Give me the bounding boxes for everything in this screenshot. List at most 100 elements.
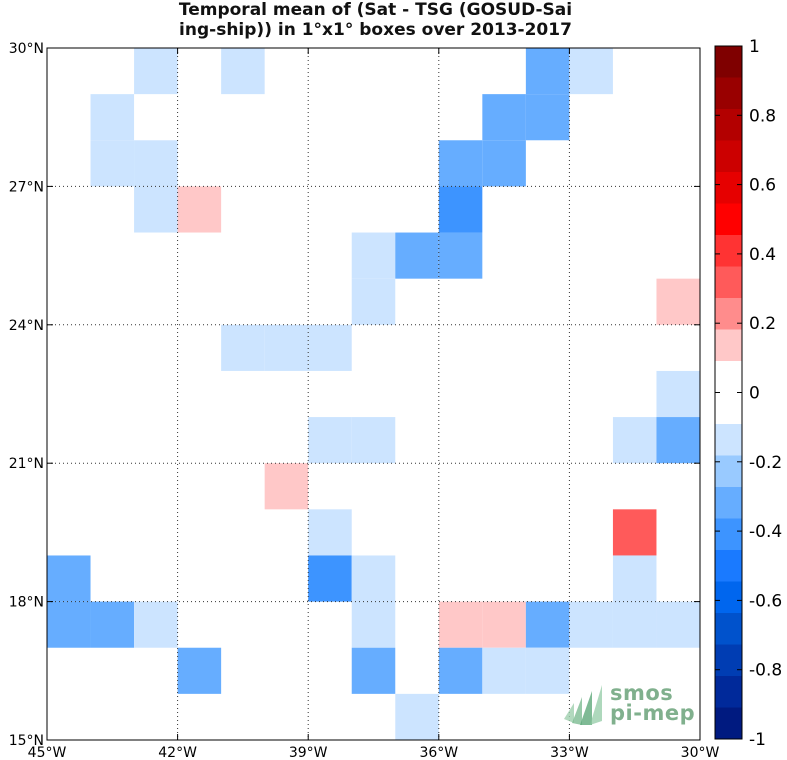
heatmap-cell [47,601,91,648]
heatmap-cell [482,601,526,648]
heatmap-cell [134,48,178,95]
heatmap-cell [395,232,439,279]
heatmap-cell [308,324,352,371]
logo-text-smos: smos [610,681,674,705]
colorbar-bin [715,518,742,551]
y-axis: 15°N 18°N 21°N 24°N 27°N 30°N [9,41,700,749]
heatmap-cell [525,48,570,95]
colorbar-bin [715,644,742,677]
heatmap-cell [656,370,700,418]
colorbar-bin [715,266,742,299]
heatmap-cell [569,48,613,95]
colorbar-bin [715,707,742,740]
x-tick-label: 39°W [289,745,328,760]
heatmap-cell [90,140,135,187]
colorbar-bin [715,140,742,173]
heatmap-cell [264,463,309,510]
heatmap-cell [656,278,700,325]
heatmap-cell [177,647,222,694]
y-tick-label: 18°N [9,595,44,611]
heatmap-cell [177,186,222,233]
colorbar-bin [715,203,742,236]
x-tick-label: 33°W [550,745,589,760]
y-tick-label: 15°N [9,733,44,749]
chart-title-line-2: ing-ship)) in 1°x1° boxes over 2013-2017 [179,20,572,40]
heatmap-cell [134,140,178,187]
colorbar-bin [715,581,742,614]
logo-text-pi-mep: pi-mep [610,701,696,725]
heatmap-cell [525,94,570,141]
heatmap-cell [351,278,396,325]
colorbar-bin [715,172,742,204]
colorbar-bin [715,329,742,362]
colorbar: 1 0.8 0.6 0.4 0.2 0 -0.2 -0.4 -0.6 -0.8 -1 [714,37,782,750]
colorbar-tick-label: -0.8 [749,661,782,681]
heatmap-cell [90,601,135,648]
colorbar-bin [715,392,742,425]
heatmap-cell [134,601,178,648]
heatmap-cell [264,324,309,371]
heatmap-cell [308,555,352,602]
heatmap-cell [569,601,613,648]
heatmap-cell [525,647,570,694]
colorbar-tick-label: 0.2 [749,314,776,334]
y-tick-label: 24°N [9,318,44,334]
heatmap-cell [525,601,570,648]
colorbar-bin [715,676,742,708]
heatmap-cell [308,509,352,556]
heatmap-cell [351,417,396,464]
colorbar-bin [715,550,742,582]
x-tick-label: 45°W [28,745,67,760]
colorbar-bin [715,77,742,110]
colorbar-tick-label: -0.4 [749,522,782,542]
colorbar-bin [715,46,742,78]
x-tick-label: 42°W [158,745,197,760]
x-axis: 45°W 42°W 39°W 36°W 33°W 30°W [28,48,720,760]
colorbar-bin [715,455,742,488]
colorbar-tick-label: -0.2 [749,453,782,473]
colorbar-tick-label: 0.8 [749,106,776,126]
colorbar-bin [715,613,742,645]
heatmap-cell [221,48,265,95]
heatmap-cell [438,186,483,233]
heatmap-cell [612,555,657,602]
colorbar-bin [715,298,742,330]
colorbar-tick-label: 1 [749,37,760,57]
smos-pi-mep-logo: smos pi-mep [560,681,700,729]
heatmap-cell [90,94,135,141]
heatmap-cells [47,48,700,740]
x-tick-label: 36°W [419,745,458,760]
heatmap-cell [482,140,526,187]
heatmap-cell [438,647,483,694]
y-tick-label: 21°N [9,456,44,472]
heatmap-cell [351,555,396,602]
heatmap-cell [612,509,657,556]
x-tick-label: 30°W [681,745,720,760]
heatmap-cell [656,417,700,464]
colorbar-tick-label: 0.6 [749,176,776,196]
heatmap-cell [482,647,526,694]
colorbar-bin [715,424,742,456]
y-tick-label: 30°N [9,41,44,57]
heatmap-cell [351,647,396,694]
heatmap-cell [221,324,265,371]
logo-mark-icon [564,685,602,725]
colorbar-tick-label: -1 [749,730,766,750]
colorbar-bin [715,361,742,393]
grid-lines [47,48,700,740]
heatmap-cell [438,232,483,279]
heatmap-cell [351,601,396,648]
heatmap-cell [395,693,439,740]
colorbar-tick-label: -0.6 [749,591,782,611]
chart-title-line-1: Temporal mean of (Sat - TSG (GOSUD-Sai [178,0,573,20]
colorbar-bin [715,235,742,267]
y-tick-label: 27°N [9,179,44,195]
heatmap-cell [482,94,526,141]
heatmap-cell [612,601,657,648]
heatmap-cell [351,232,396,279]
colorbar-tick-label: 0.4 [749,245,776,265]
heatmap-cell [308,417,352,464]
colorbar-bin [715,109,742,141]
heatmap-cell [134,186,178,233]
